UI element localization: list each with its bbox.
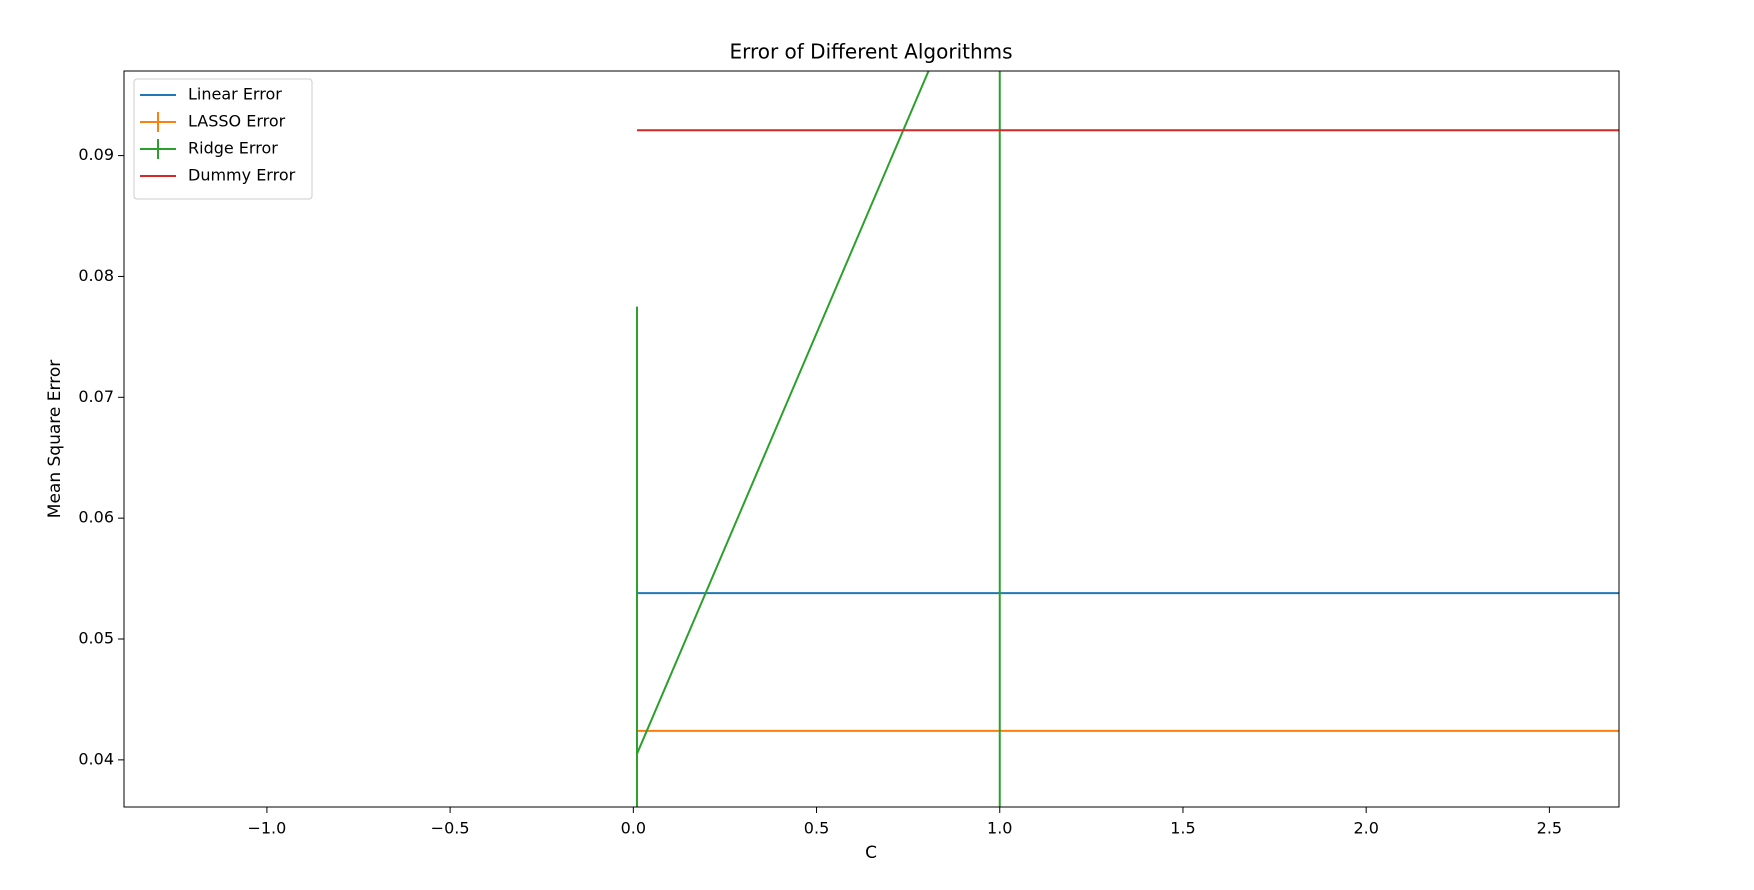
y-tick-label: 0.05	[78, 629, 114, 648]
legend-label: Linear Error	[188, 85, 282, 104]
plot-frame	[123, 70, 1620, 808]
y-tick-label: 0.07	[78, 387, 114, 406]
legend-label: Dummy Error	[188, 166, 296, 185]
x-tick-label: 1.5	[1170, 819, 1195, 838]
legend-label: Ridge Error	[188, 139, 278, 158]
y-axis-label: Mean Square Error	[45, 360, 65, 518]
legend-label: LASSO Error	[188, 112, 286, 131]
y-tick-label: 0.04	[78, 749, 114, 768]
chart-title: Error of Different Algorithms	[729, 40, 1012, 64]
x-tick-label: 2.5	[1537, 819, 1562, 838]
x-tick-label: 0.0	[621, 819, 646, 838]
x-axis-label: C	[865, 843, 877, 863]
y-tick-label: 0.08	[78, 266, 114, 285]
x-tick-label: 1.0	[987, 819, 1012, 838]
y-tick-label: 0.09	[78, 145, 114, 164]
x-tick-label: −1.0	[247, 819, 286, 838]
y-tick-label: 0.06	[78, 508, 114, 527]
plot-area	[635, 71, 1619, 807]
x-tick-label: 0.5	[804, 819, 829, 838]
legend-box	[133, 78, 313, 200]
x-tick-label: −0.5	[431, 819, 470, 838]
series-line	[636, 71, 930, 755]
x-tick-label: 2.0	[1353, 819, 1378, 838]
